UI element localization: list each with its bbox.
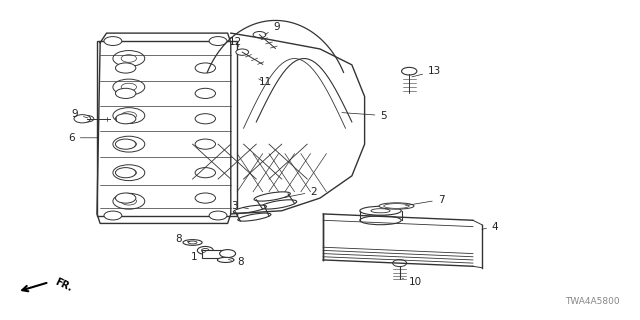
Circle shape <box>121 197 136 205</box>
Text: 9: 9 <box>71 109 88 119</box>
Circle shape <box>104 36 122 45</box>
Ellipse shape <box>220 250 236 258</box>
Ellipse shape <box>202 249 209 252</box>
Bar <box>97 41 237 215</box>
Circle shape <box>121 112 136 119</box>
Circle shape <box>113 136 145 152</box>
Circle shape <box>115 114 136 124</box>
Circle shape <box>115 139 136 149</box>
Circle shape <box>209 36 227 45</box>
Circle shape <box>113 165 145 180</box>
Circle shape <box>81 116 94 122</box>
Ellipse shape <box>360 216 401 225</box>
Circle shape <box>115 88 136 99</box>
Ellipse shape <box>360 206 401 215</box>
Ellipse shape <box>371 209 390 213</box>
Circle shape <box>393 260 406 267</box>
Circle shape <box>209 211 227 220</box>
Circle shape <box>195 88 216 99</box>
Ellipse shape <box>254 192 291 201</box>
Text: TWA4A5800: TWA4A5800 <box>565 297 620 306</box>
Circle shape <box>195 114 216 124</box>
Circle shape <box>195 139 216 149</box>
Text: 4: 4 <box>482 222 499 232</box>
Text: 6: 6 <box>68 133 99 143</box>
Circle shape <box>115 168 136 178</box>
Circle shape <box>113 193 145 209</box>
Ellipse shape <box>384 204 409 208</box>
Text: 8: 8 <box>228 257 244 267</box>
Circle shape <box>121 83 136 91</box>
Text: 10: 10 <box>403 277 422 287</box>
Circle shape <box>121 140 136 148</box>
Circle shape <box>113 51 145 67</box>
Circle shape <box>253 32 266 38</box>
Circle shape <box>121 55 136 62</box>
Text: 12: 12 <box>229 37 243 47</box>
Text: 2: 2 <box>285 187 317 197</box>
Ellipse shape <box>379 203 414 209</box>
Ellipse shape <box>238 213 271 221</box>
Text: 5: 5 <box>342 111 387 121</box>
Ellipse shape <box>260 200 297 209</box>
Bar <box>202 250 228 258</box>
Text: 7: 7 <box>406 195 444 205</box>
Circle shape <box>113 79 145 95</box>
Ellipse shape <box>197 246 213 254</box>
Ellipse shape <box>234 205 266 213</box>
Text: 13: 13 <box>412 66 442 77</box>
Circle shape <box>401 68 417 75</box>
Circle shape <box>195 168 216 178</box>
Circle shape <box>74 115 91 123</box>
Circle shape <box>121 169 136 177</box>
Circle shape <box>104 211 122 220</box>
Circle shape <box>236 49 248 55</box>
Text: 11: 11 <box>259 77 272 87</box>
Ellipse shape <box>183 240 202 245</box>
Circle shape <box>115 193 136 203</box>
Text: 3: 3 <box>230 201 248 211</box>
Text: 9: 9 <box>265 22 280 35</box>
Ellipse shape <box>188 241 197 244</box>
Ellipse shape <box>218 257 234 262</box>
Circle shape <box>113 108 145 124</box>
Circle shape <box>115 63 136 73</box>
Text: 1: 1 <box>191 252 206 262</box>
Circle shape <box>195 63 216 73</box>
Text: FR.: FR. <box>54 277 74 294</box>
Circle shape <box>195 193 216 203</box>
Text: 8: 8 <box>175 234 190 244</box>
